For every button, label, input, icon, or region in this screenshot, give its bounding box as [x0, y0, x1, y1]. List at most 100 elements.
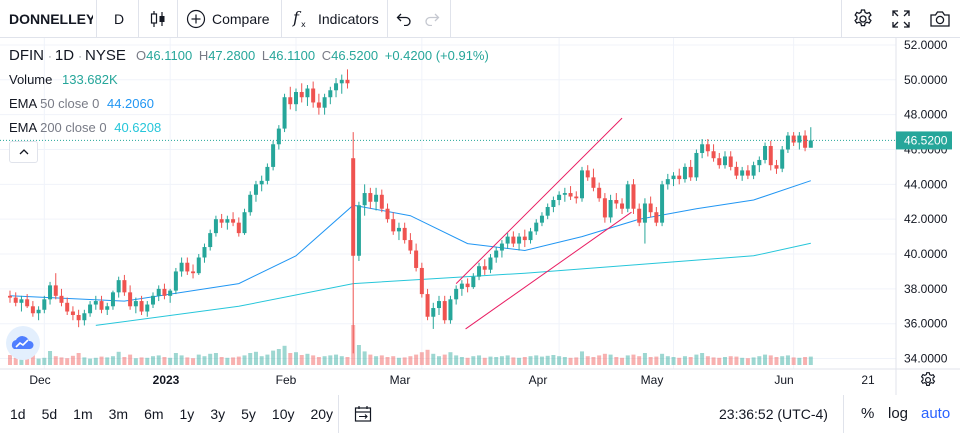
candle-body	[133, 301, 138, 307]
candle-body	[248, 194, 253, 213]
range-list: 1d 5d 1m 3m 6m 1y 3y 5y 10y 20y	[10, 395, 349, 433]
candle-body	[288, 97, 293, 105]
range-1d[interactable]: 1d	[10, 406, 26, 422]
volume-value: 133.682K	[62, 72, 118, 87]
legend-main: DFIN · 1D · NYSE O46.1100 H47.2800 L46.1…	[9, 47, 489, 64]
volume-bar	[728, 356, 733, 365]
log-toggle[interactable]: log	[888, 405, 909, 422]
volume-bar	[19, 359, 24, 365]
last-price-badge	[896, 131, 952, 150]
volume-bar	[419, 352, 424, 365]
chart-area[interactable]: 52.0000 50.0000 48.0000 46.0000 44.0000 42.00…	[0, 38, 960, 395]
price-tick-label: 44.0000	[904, 177, 948, 191]
volume-bar	[185, 357, 190, 365]
range-20y[interactable]: 20y	[310, 406, 334, 422]
candle-body	[459, 283, 464, 289]
candle-body	[362, 193, 367, 206]
axis-settings-gear-icon[interactable]	[919, 371, 937, 394]
candle-body	[334, 83, 339, 91]
high-label: H	[198, 48, 209, 63]
legend-ema200[interactable]: EMA 200 close 0 40.6208	[9, 120, 161, 135]
volume-bar	[694, 354, 699, 365]
volume-bar	[13, 357, 18, 365]
candle-body	[648, 203, 653, 213]
legend-volume[interactable]: Volume 133.682K	[9, 72, 118, 87]
volume-bar	[362, 351, 367, 365]
logo-icon	[6, 326, 40, 360]
volume-bar	[191, 358, 196, 365]
candle-body	[379, 194, 384, 209]
legend-ema50[interactable]: EMA 50 close 0 44.2060	[9, 96, 154, 111]
volume-bar	[625, 355, 630, 365]
volume-bar	[99, 356, 104, 365]
range-6m[interactable]: 6m	[144, 406, 164, 422]
legend-ohlc: O46.1100 H47.2800 L46.1100 C46.5200 +0.4…	[136, 48, 489, 63]
time-tick-label: Apr	[529, 373, 548, 387]
candle-body	[740, 170, 745, 176]
chevron-up-icon	[19, 149, 28, 155]
gear-icon[interactable]	[852, 0, 874, 38]
volume-bar	[30, 353, 35, 365]
range-5d[interactable]: 5d	[41, 406, 58, 422]
clock[interactable]: 23:36:52 (UTC-4)	[719, 406, 828, 422]
volume-bar	[225, 357, 230, 365]
channel-upper-line	[455, 117, 623, 284]
volume-bar	[471, 356, 476, 365]
close-value: 46.5200	[331, 48, 379, 63]
volume-bar	[65, 358, 70, 365]
candle-body	[539, 215, 544, 223]
camera-icon[interactable]	[929, 0, 951, 38]
candle-body	[93, 301, 98, 305]
low-value: 46.1100	[269, 48, 316, 63]
candle-body	[728, 156, 733, 167]
volume-bar	[208, 353, 213, 365]
range-3y[interactable]: 3y	[210, 406, 226, 422]
candle-body	[608, 200, 613, 218]
range-1m[interactable]: 1m	[73, 406, 93, 422]
range-3m[interactable]: 3m	[108, 406, 129, 422]
divider	[138, 0, 139, 38]
compare-button[interactable]: Compare	[186, 0, 270, 38]
fullscreen-icon[interactable]	[891, 0, 911, 38]
candle-body	[311, 88, 316, 103]
legend-collapse-button[interactable]	[9, 141, 38, 163]
legend-symbol[interactable]: DFIN	[9, 47, 44, 64]
calendar-range-icon[interactable]	[354, 405, 372, 426]
volume-bar	[591, 357, 596, 365]
chart-canvas[interactable]: 52.000050.000048.000046.000044.000042.00…	[0, 38, 960, 395]
price-tick-label: 42.0000	[904, 212, 948, 226]
candle-body	[408, 240, 413, 251]
range-5y[interactable]: 5y	[241, 406, 256, 422]
time-tick-label: Mar	[390, 373, 411, 387]
volume-bar	[202, 356, 207, 365]
candle-body	[42, 299, 47, 310]
volume-bar	[608, 354, 613, 365]
range-10y[interactable]: 10y	[271, 406, 295, 422]
percent-toggle[interactable]: %	[861, 405, 875, 422]
symbol-search[interactable]: DONNELLEY	[9, 11, 93, 27]
volume-bar	[105, 357, 110, 365]
bottom-toolbar: 1d 5d 1m 3m 6m 1y 3y 5y 10y 20y 23:36:52 (UTC-4) …	[0, 395, 960, 433]
volume-bar	[305, 353, 310, 365]
candle-body	[191, 271, 196, 274]
candle-body	[682, 166, 687, 180]
candles-icon[interactable]	[148, 0, 168, 38]
candle-body	[614, 200, 619, 204]
price-tick-label: 40.0000	[904, 247, 948, 261]
undo-icon[interactable]	[396, 0, 412, 38]
volume-bar	[597, 355, 602, 365]
time-tick-label: Jun	[774, 373, 793, 387]
volume-bar	[711, 357, 716, 365]
candle-body	[557, 194, 562, 201]
interval-button[interactable]: D	[114, 11, 125, 27]
candle-body	[145, 304, 150, 312]
candle-body	[76, 314, 81, 321]
auto-toggle[interactable]: auto	[921, 405, 951, 422]
range-1y[interactable]: 1y	[179, 406, 195, 422]
candle-body	[202, 247, 207, 258]
volume-bar	[568, 357, 573, 365]
redo-icon[interactable]	[424, 0, 440, 38]
candle-body	[757, 159, 762, 166]
volume-bar	[614, 357, 619, 365]
